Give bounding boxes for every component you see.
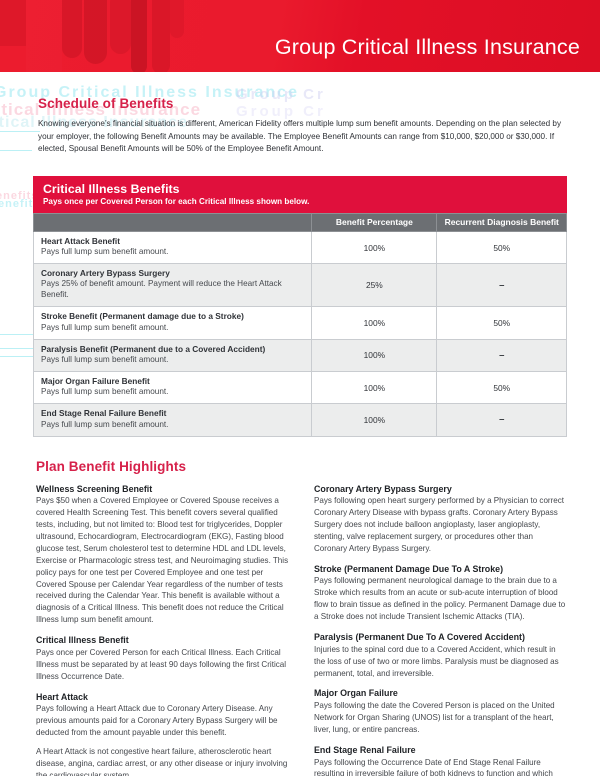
recurrent-diagnosis-cell: – xyxy=(436,403,567,437)
highlight-block: Major Organ Failure Pays following the d… xyxy=(314,688,567,735)
highlight-block: Critical Illness Benefit Pays once per C… xyxy=(36,635,289,682)
banner-decor-shape xyxy=(131,0,147,72)
column-header-recurrent-diagnosis-benefit: Recurrent Diagnosis Benefit xyxy=(436,212,567,232)
banner-decor-shape xyxy=(0,0,26,46)
benefit-name-cell: Coronary Artery Bypass Surgery Pays 25% … xyxy=(32,263,313,308)
banner-decor-shape xyxy=(152,0,170,72)
table-row: Coronary Artery Bypass Surgery Pays 25% … xyxy=(32,263,567,308)
benefit-percentage-cell: 100% xyxy=(311,338,438,372)
highlight-title: Wellness Screening Benefit xyxy=(36,483,153,494)
benefit-name: Heart Attack Benefit xyxy=(41,235,120,246)
recurrent-diagnosis-cell: 50% xyxy=(436,306,567,340)
highlight-title: Heart Attack xyxy=(36,691,88,702)
highlight-paragraph: Injuries to the spinal cord due to a Cov… xyxy=(314,644,559,678)
benefit-description: Pays full lump sum benefit amount. xyxy=(41,354,169,364)
table-header-row: Benefit Percentage Recurrent Diagnosis B… xyxy=(32,212,567,232)
table-banner: Critical Illness Benefits Pays once per … xyxy=(33,175,567,213)
table-row: Paralysis Benefit (Permanent due to a Co… xyxy=(32,338,567,372)
banner-decor-shape xyxy=(84,0,107,64)
highlight-paragraph: Pays following permanent neurological da… xyxy=(314,576,566,622)
highlight-paragraph: Pays $50 when a Covered Employee or Cove… xyxy=(36,496,289,625)
table-banner-subtitle: Pays once per Covered Person for each Cr… xyxy=(43,196,310,206)
highlight-paragraph: Pays following the date the Covered Pers… xyxy=(314,701,555,734)
benefit-percentage-cell: 100% xyxy=(311,230,438,265)
highlight-paragraph: Pays once per Covered Person for each Cr… xyxy=(36,647,287,681)
highlight-title: Coronary Artery Bypass Surgery xyxy=(314,483,452,494)
highlight-title: Stroke (Permanent Damage Due To A Stroke… xyxy=(314,563,504,574)
page-title: Group Critical Illness Insurance xyxy=(274,35,580,59)
highlight-title: Paralysis (Permanent Due To A Covered Ac… xyxy=(314,632,525,643)
benefit-percentage-cell: 100% xyxy=(311,403,438,437)
benefit-name-cell: Heart Attack Benefit Pays full lump sum … xyxy=(32,230,313,265)
banner-decor-shape xyxy=(26,0,62,72)
benefit-description: Pays full lump sum benefit amount. xyxy=(41,387,169,397)
highlight-title: End Stage Renal Failure xyxy=(314,744,416,755)
highlights-left-column: Wellness Screening Benefit Pays $50 when… xyxy=(36,484,289,776)
highlight-block: Wellness Screening Benefit Pays $50 when… xyxy=(36,484,289,627)
highlight-block: End Stage Renal Failure Pays following t… xyxy=(314,745,567,776)
highlight-title: Critical Illness Benefit xyxy=(36,635,129,646)
benefit-description: Pays full lump sum benefit amount. xyxy=(41,419,169,429)
recurrent-diagnosis-cell: 50% xyxy=(436,230,567,265)
benefit-description: Pays 25% of benefit amount. Payment will… xyxy=(41,279,282,300)
table-row: Stroke Benefit (Permanent damage due to … xyxy=(32,306,567,340)
banner-decor-shape xyxy=(110,0,131,54)
highlight-paragraph: Pays following a Heart Attack due to Cor… xyxy=(36,704,278,738)
critical-illness-benefits-table-wrapper: Critical Illness Benefits Pays once per … xyxy=(32,175,567,437)
plan-benefit-highlights-heading: Plan Benefit Highlights xyxy=(36,458,187,474)
banner-decor-shape xyxy=(170,0,184,38)
benefit-name: Coronary Artery Bypass Surgery xyxy=(41,268,170,279)
highlight-block: Coronary Artery Bypass Surgery Pays foll… xyxy=(314,484,567,555)
benefit-name-cell: Stroke Benefit (Permanent damage due to … xyxy=(32,306,313,340)
benefit-percentage-cell: 100% xyxy=(311,370,438,405)
table-body: Heart Attack Benefit Pays full lump sum … xyxy=(32,230,567,437)
benefit-percentage-cell: 100% xyxy=(311,306,438,340)
banner-decor-shape xyxy=(62,0,82,58)
benefit-name-cell: Major Organ Failure Benefit Pays full lu… xyxy=(32,370,313,405)
benefit-name: Stroke Benefit (Permanent damage due to … xyxy=(41,311,244,322)
schedule-intro-paragraph: Knowing everyone’s financial situation i… xyxy=(38,119,562,154)
recurrent-diagnosis-cell: – xyxy=(436,263,567,308)
highlight-paragraph: Pays following open heart surgery perfor… xyxy=(314,496,565,553)
table-banner-title: Critical Illness Benefits xyxy=(43,181,180,196)
schedule-of-benefits-heading: Schedule of Benefits xyxy=(38,96,174,111)
highlight-title: Major Organ Failure xyxy=(314,688,398,699)
benefit-description: Pays full lump sum benefit amount. xyxy=(41,247,169,257)
column-header-benefit-percentage: Benefit Percentage xyxy=(311,212,438,232)
highlight-paragraph: Pays following the Occurrence Date of En… xyxy=(314,757,553,776)
recurrent-diagnosis-cell: – xyxy=(436,338,567,372)
highlights-right-column: Coronary Artery Bypass Surgery Pays foll… xyxy=(314,484,567,776)
highlight-block: Paralysis (Permanent Due To A Covered Ac… xyxy=(314,632,567,679)
page-content: Schedule of Benefits Knowing everyone’s … xyxy=(0,96,600,776)
highlights-columns: Wellness Screening Benefit Pays $50 when… xyxy=(36,484,567,776)
table-row: Heart Attack Benefit Pays full lump sum … xyxy=(32,230,567,265)
highlight-paragraph: A Heart Attack is not congestive heart f… xyxy=(36,746,288,776)
table-row: Major Organ Failure Benefit Pays full lu… xyxy=(32,370,567,405)
page-header-banner: Group Critical Illness Insurance xyxy=(0,0,600,72)
benefit-name-cell: Paralysis Benefit (Permanent due to a Co… xyxy=(32,338,313,372)
column-header-benefit-name xyxy=(32,212,313,232)
benefit-name: Paralysis Benefit (Permanent due to a Co… xyxy=(41,343,266,354)
benefit-description: Pays full lump sum benefit amount. xyxy=(41,322,169,332)
benefits-table: Benefit Percentage Recurrent Diagnosis B… xyxy=(32,212,567,437)
highlight-block: Heart Attack Pays following a Heart Atta… xyxy=(36,692,289,776)
table-head: Benefit Percentage Recurrent Diagnosis B… xyxy=(32,212,567,232)
highlight-block: Stroke (Permanent Damage Due To A Stroke… xyxy=(314,564,567,623)
table-row: End Stage Renal Failure Benefit Pays ful… xyxy=(32,403,567,437)
benefit-name-cell: End Stage Renal Failure Benefit Pays ful… xyxy=(32,403,313,437)
recurrent-diagnosis-cell: 50% xyxy=(436,370,567,405)
benefit-percentage-cell: 25% xyxy=(311,263,438,308)
benefit-name: End Stage Renal Failure Benefit xyxy=(41,408,167,419)
benefit-name: Major Organ Failure Benefit xyxy=(41,375,150,386)
